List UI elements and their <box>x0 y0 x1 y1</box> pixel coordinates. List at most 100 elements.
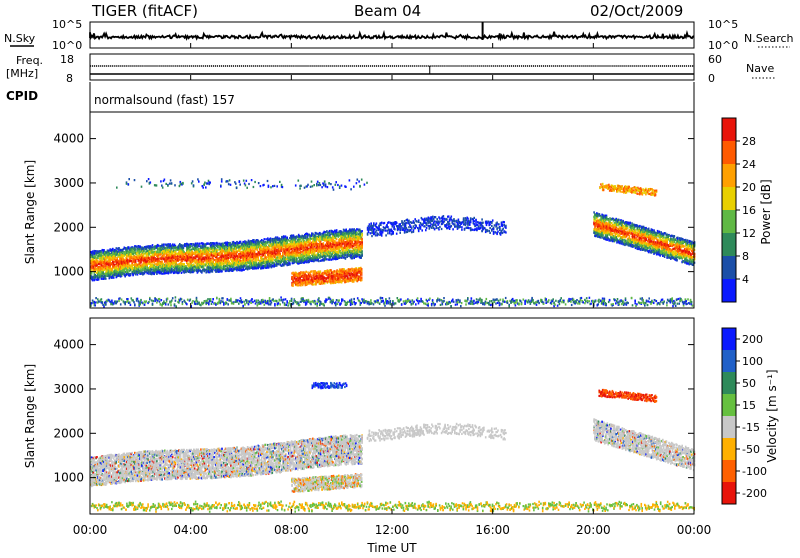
power-pixel <box>217 249 219 251</box>
power-pixel <box>116 247 118 249</box>
power-pixel <box>97 257 99 259</box>
power-pixel <box>260 253 262 255</box>
power-pixel <box>239 262 241 264</box>
power-pixel <box>271 248 273 250</box>
power-pixel <box>275 253 277 255</box>
power-pixel <box>171 266 173 268</box>
power-pixel <box>131 260 133 262</box>
power-pixel <box>105 275 107 277</box>
power-pixel <box>245 250 247 252</box>
freq-trace <box>90 66 694 74</box>
power-pixel <box>138 259 140 261</box>
power-pixel <box>242 247 244 249</box>
power-pixel <box>323 242 325 244</box>
power-pixel <box>176 253 178 255</box>
power-pixel <box>221 270 223 272</box>
power-pixel <box>265 238 267 240</box>
power-pixel <box>276 241 278 243</box>
power-pixel <box>256 259 258 261</box>
power-pixel <box>249 246 251 248</box>
power-pixel <box>114 274 116 276</box>
power-pixel <box>300 238 302 240</box>
power-pixel <box>315 235 317 237</box>
power-pixel <box>316 233 318 235</box>
power-pixel <box>135 248 137 250</box>
power-pixel <box>264 238 266 240</box>
power-pixel <box>306 260 308 262</box>
power-pixel <box>171 268 173 270</box>
power-pixel <box>318 260 320 262</box>
power-pixel <box>257 249 259 251</box>
power-pixel <box>215 260 217 262</box>
power-pixel <box>130 273 132 275</box>
power-pixel <box>128 247 130 249</box>
power-pixel <box>144 250 146 252</box>
power-pixel <box>214 242 216 244</box>
power-pixel <box>115 257 117 259</box>
power-pixel <box>204 258 206 260</box>
power-pixel <box>91 272 93 274</box>
power-pixel <box>320 233 322 235</box>
power-pixel <box>101 278 103 280</box>
cpid-label: CPID <box>6 89 38 103</box>
power-pixel <box>198 245 200 247</box>
power-pixel <box>260 251 262 253</box>
power-pixel <box>167 260 169 262</box>
power-pixel <box>152 248 154 250</box>
power-pixel <box>281 249 283 251</box>
power-pixel <box>240 241 242 243</box>
power-pixel <box>109 267 111 269</box>
power-pixel <box>101 253 103 255</box>
beam-label: Beam 04 <box>354 2 421 20</box>
power-pixel <box>290 259 292 261</box>
power-pixel <box>163 243 165 245</box>
freq-tick-bottom: 8 <box>66 72 73 85</box>
power-pixel <box>198 248 200 250</box>
power-pixel <box>305 236 307 238</box>
power-pixel <box>282 253 284 255</box>
noise-sky-line <box>90 32 694 39</box>
power-pixel <box>272 256 274 258</box>
power-pixel <box>240 260 242 262</box>
power-pixel <box>270 239 272 241</box>
power-pixel <box>135 259 137 261</box>
power-pixel <box>208 259 210 261</box>
power-pixel <box>197 242 199 244</box>
power-pixel <box>151 269 153 271</box>
power-pixel <box>227 257 229 259</box>
power-pixel <box>183 263 185 265</box>
power-pixel <box>132 264 134 266</box>
power-pixel <box>140 261 142 263</box>
power-pixel <box>264 254 266 256</box>
freq-tick-top: 18 <box>60 53 74 66</box>
power-pixel <box>124 271 126 273</box>
power-pixel <box>277 256 279 258</box>
power-pixel <box>274 243 276 245</box>
power-pixel <box>243 269 245 271</box>
power-pixel <box>194 269 196 271</box>
nsearch-label: N.Search <box>744 32 794 45</box>
power-pixel <box>319 238 321 240</box>
power-pixel <box>320 255 322 257</box>
power-pixel <box>296 259 298 261</box>
power-pixel <box>179 259 181 261</box>
noise-tick-left-top: 10^5 <box>52 18 82 31</box>
power-pixel <box>287 239 289 241</box>
power-pixel <box>158 256 160 258</box>
power-pixel <box>161 273 163 275</box>
power-pixel <box>235 264 237 266</box>
power-pixel <box>286 258 288 260</box>
noise-trace <box>90 22 694 40</box>
power-pixel <box>312 250 314 252</box>
power-pixel <box>188 263 190 265</box>
power-pixel <box>236 251 238 253</box>
power-pixel <box>92 279 94 281</box>
power-pixel <box>264 265 266 267</box>
power-pixel <box>181 272 183 274</box>
power-pixel <box>187 268 189 270</box>
nave-label: Nave <box>746 62 774 75</box>
power-pixel <box>309 240 311 242</box>
power-pixel <box>174 270 176 272</box>
nsky-label: N.Sky <box>4 32 36 45</box>
power-pixel <box>202 254 204 256</box>
